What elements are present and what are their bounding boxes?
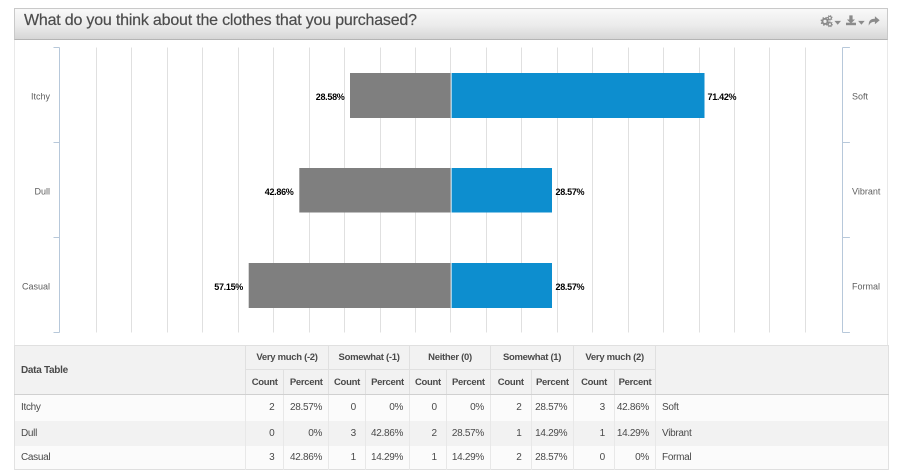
- svg-text:Soft: Soft: [852, 92, 869, 102]
- svg-text:28.57%: 28.57%: [556, 187, 585, 197]
- svg-text:42.86%: 42.86%: [265, 187, 294, 197]
- svg-text:Vibrant: Vibrant: [852, 187, 881, 197]
- svg-text:57.15%: 57.15%: [214, 282, 243, 292]
- svg-text:28.57%: 28.57%: [556, 282, 585, 292]
- svg-text:Itchy: Itchy: [31, 92, 51, 102]
- svg-text:28.58%: 28.58%: [316, 92, 345, 102]
- svg-text:Casual: Casual: [22, 282, 50, 292]
- svg-text:71.42%: 71.42%: [708, 92, 737, 102]
- svg-text:Formal: Formal: [852, 282, 880, 292]
- svg-text:Dull: Dull: [34, 187, 50, 197]
